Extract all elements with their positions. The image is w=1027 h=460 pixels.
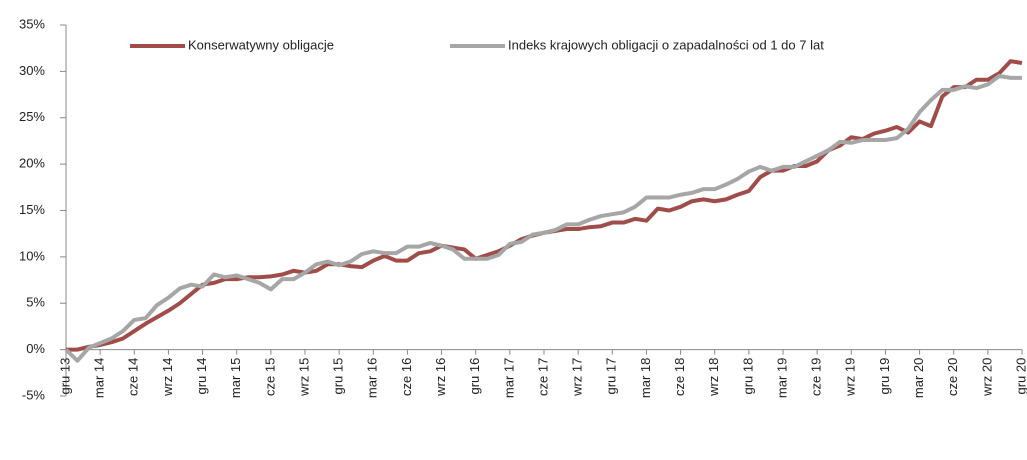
y-tick-label: 15% <box>19 202 45 217</box>
series-line <box>64 74 1022 363</box>
x-tick-label: mar 15 <box>228 358 243 398</box>
x-tick-label: cze 14 <box>126 358 141 396</box>
x-tick-label: gru 15 <box>331 358 346 395</box>
x-tick-label: mar 14 <box>92 358 107 398</box>
x-tick-label: gru 17 <box>604 358 619 395</box>
x-tick-label: mar 20 <box>911 358 926 398</box>
x-tick-label: cze 20 <box>945 358 960 396</box>
legend-label: Indeks krajowych obligacji o zapadalnośc… <box>508 37 824 52</box>
x-tick-label: cze 16 <box>399 358 414 396</box>
x-tick-label: wrz 17 <box>570 358 585 397</box>
x-tick-label: wrz 16 <box>433 358 448 397</box>
x-tick-label: mar 19 <box>774 358 789 398</box>
y-tick-label: 35% <box>19 16 45 31</box>
x-tick-label: cze 18 <box>672 358 687 396</box>
x-tick-label: wrz 15 <box>296 358 311 397</box>
x-tick-label: mar 18 <box>638 358 653 398</box>
x-tick-label: cze 19 <box>809 358 824 396</box>
x-tick-label: wrz 20 <box>979 358 994 397</box>
x-tick-label: gru 19 <box>877 358 892 395</box>
x-tick-label: gru 18 <box>740 358 755 395</box>
series-line <box>66 59 1023 352</box>
y-tick-label: 30% <box>19 63 45 78</box>
x-tick-label: wrz 14 <box>160 358 175 397</box>
y-tick-label: 20% <box>19 156 45 171</box>
legend-label: Konserwatywny obligacje <box>188 37 334 52</box>
y-tick-label: 10% <box>19 248 45 263</box>
x-tick-label: mar 16 <box>365 358 380 398</box>
y-tick-label: 5% <box>26 295 45 310</box>
x-tick-label: gru 13 <box>57 358 72 395</box>
x-tick-label: wrz 19 <box>843 358 858 397</box>
y-tick-label: -5% <box>22 387 46 402</box>
x-tick-label: cze 15 <box>262 358 277 396</box>
y-tick-label: 25% <box>19 109 45 124</box>
y-tick-label: 0% <box>26 341 45 356</box>
x-tick-label: cze 17 <box>535 358 550 396</box>
x-tick-label: mar 17 <box>501 358 516 398</box>
x-tick-label: gru 20 <box>1013 358 1027 395</box>
x-tick-label: gru 14 <box>194 358 209 395</box>
x-tick-label: gru 16 <box>467 358 482 395</box>
x-tick-label: wrz 18 <box>706 358 721 397</box>
